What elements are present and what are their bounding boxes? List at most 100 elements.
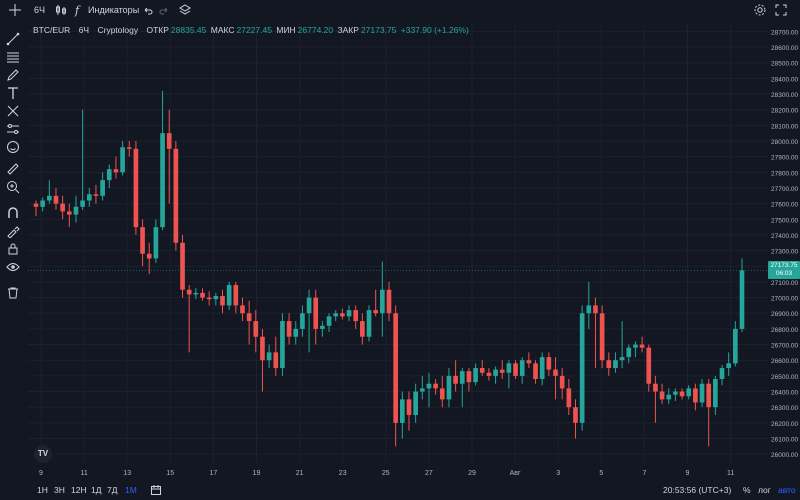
clock-timezone[interactable]: 20:53:56 (UTC+3) (663, 485, 732, 495)
candle-body (546, 357, 552, 370)
time-tick-label: 17 (210, 470, 218, 477)
range-7d[interactable]: 7Д (107, 485, 118, 495)
price-tick-label: 26000.00 (771, 452, 798, 459)
symbol-legend: BTC/EUR 6Ч Cryptology ОТКР 28835.45 МАКС 2… (33, 24, 471, 36)
close-label: ЗАКР (337, 25, 359, 35)
lock-drawings-icon[interactable] (6, 224, 20, 239)
eye-icon[interactable] (6, 260, 20, 274)
candle-body (606, 360, 612, 369)
candle-body (146, 253, 152, 259)
range-1d[interactable]: 1Д (91, 485, 102, 495)
candle-body (46, 195, 52, 201)
candle-body (53, 195, 59, 204)
high-value: 27227.45 (236, 25, 272, 35)
candle-body (313, 297, 319, 329)
candle-body (320, 325, 325, 329)
log-toggle[interactable]: лог (758, 485, 771, 495)
redo-icon[interactable] (158, 3, 170, 17)
fib-icon[interactable] (6, 50, 20, 64)
zoom-in-icon[interactable] (6, 180, 20, 194)
candle-body (33, 203, 39, 207)
candle-body (666, 394, 672, 400)
time-axis[interactable]: 9 11 13 15 17 19 21 23 25 27 29 Авг 3 5 7 9 11 (39, 470, 734, 477)
candle-body (346, 310, 352, 317)
candle-body (220, 296, 225, 306)
range-12h[interactable]: 12Н (71, 485, 87, 495)
templates-icon[interactable] (178, 3, 192, 17)
go-to-date-icon[interactable] (150, 484, 162, 495)
time-tick-label: 21 (296, 470, 304, 477)
time-tick-label: 27 (425, 470, 433, 477)
pattern-icon[interactable] (6, 104, 20, 118)
percent-toggle[interactable]: % (743, 485, 751, 495)
candle-body (559, 375, 565, 389)
crosshair-menu-icon[interactable] (8, 3, 22, 17)
trash-icon[interactable] (6, 286, 20, 300)
price-tick-label: 26500.00 (771, 374, 798, 381)
indicators-button[interactable]: Индикаторы (88, 5, 140, 15)
range-1m[interactable]: 1М (125, 485, 137, 495)
candle-body (473, 368, 478, 383)
measure-tools-icon[interactable] (6, 122, 20, 136)
auto-toggle[interactable]: авто (778, 485, 796, 495)
candle-body (380, 289, 385, 314)
indicators-icon[interactable]: f (74, 3, 86, 17)
candle-body (533, 363, 538, 380)
candle-body (226, 285, 232, 306)
ruler-icon[interactable] (6, 162, 20, 176)
price-axis[interactable]: 26000.00 26100.00 26200.00 26300.00 26400.00… (771, 29, 798, 459)
trendline-icon[interactable] (6, 32, 20, 46)
symbol-name[interactable]: BTC/EUR (33, 25, 71, 35)
text-icon[interactable] (6, 86, 20, 100)
emoji-icon[interactable] (6, 140, 20, 154)
time-tick-label: 9 (39, 470, 43, 477)
candle-body (466, 371, 472, 383)
candle-body (80, 200, 85, 207)
price-tick-label: 28700.00 (771, 29, 798, 36)
candle-body (619, 357, 625, 361)
candle-body (726, 363, 732, 369)
range-1h[interactable]: 1Н (37, 485, 48, 495)
undo-icon[interactable] (142, 3, 154, 17)
candle-body (340, 313, 345, 317)
time-tick-label: 23 (339, 470, 347, 477)
candle-body (479, 368, 485, 373)
candle-body (166, 133, 172, 149)
chart-type-icon[interactable] (55, 3, 67, 17)
price-tick-label: 27600.00 (771, 202, 798, 209)
range-3h[interactable]: 3Н (54, 485, 65, 495)
lock-icon[interactable] (6, 242, 20, 256)
tradingview-logo[interactable]: TV (34, 445, 52, 463)
candle-body (326, 316, 332, 326)
time-tick-label: 5 (599, 470, 603, 477)
candle-body (333, 313, 339, 317)
candle-body (693, 388, 698, 403)
bar-countdown: 06:03 (775, 270, 793, 278)
time-tick-label: 15 (166, 470, 174, 477)
price-tick-label: 28400.00 (771, 76, 798, 83)
candle-body (486, 372, 492, 376)
candle-body (553, 369, 558, 376)
price-tick-label: 28600.00 (771, 45, 798, 52)
candle-body (573, 407, 578, 423)
candle-body (126, 147, 132, 149)
candle-body (599, 313, 605, 361)
candle-body (140, 227, 145, 254)
magnet-icon[interactable] (6, 206, 20, 220)
candle-body (160, 133, 165, 228)
open-label: ОТКР (146, 25, 169, 35)
candle-body (453, 375, 458, 384)
interval-selector[interactable]: 6Ч (34, 5, 46, 15)
candle-body (266, 352, 272, 361)
candle-body (613, 360, 618, 369)
brush-icon[interactable] (6, 68, 20, 82)
price-tick-label: 26200.00 (771, 421, 798, 428)
low-label: МИН (276, 25, 296, 35)
time-tick-label: 13 (123, 470, 131, 477)
candle-body (459, 371, 465, 384)
price-tick-label: 28300.00 (771, 92, 798, 99)
settings-gear-icon[interactable] (753, 3, 767, 17)
fullscreen-icon[interactable] (774, 3, 788, 17)
candle-body (73, 206, 79, 215)
